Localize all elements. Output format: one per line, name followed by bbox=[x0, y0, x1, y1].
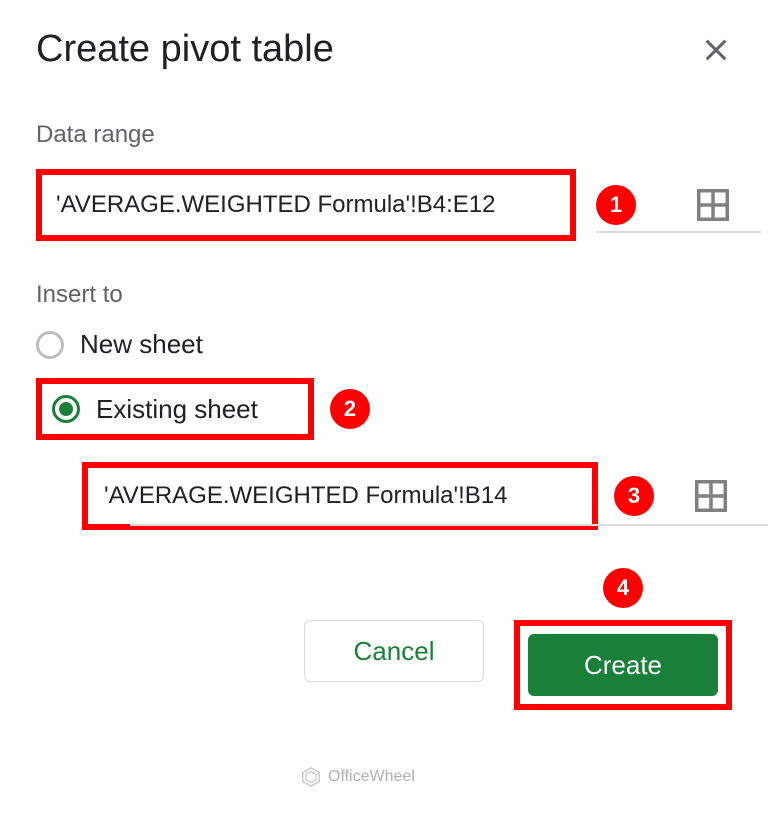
annotation-badge-4: 4 bbox=[603, 568, 643, 608]
radio-label-existing: Existing sheet bbox=[96, 394, 258, 425]
select-range-button-2[interactable] bbox=[692, 477, 730, 515]
create-button[interactable]: Create bbox=[528, 634, 718, 696]
watermark: OfficeWheel bbox=[300, 766, 415, 788]
insert-to-label: Insert to bbox=[36, 281, 732, 309]
data-range-row: 1 bbox=[36, 169, 732, 241]
annotation-box-3 bbox=[82, 462, 598, 530]
input-underline bbox=[596, 231, 761, 233]
watermark-text: OfficeWheel bbox=[328, 768, 415, 786]
annotation-badge-1: 1 bbox=[596, 185, 636, 225]
close-icon bbox=[702, 36, 730, 64]
radio-label-new: New sheet bbox=[80, 329, 203, 360]
radio-new-sheet[interactable]: New sheet bbox=[36, 329, 732, 360]
existing-sheet-row: 3 bbox=[82, 462, 732, 530]
annotation-badge-3: 3 bbox=[614, 476, 654, 516]
dialog-footer: Cancel 4 Create bbox=[36, 620, 732, 710]
grid-icon bbox=[694, 186, 732, 224]
hexagon-icon bbox=[300, 766, 322, 788]
annotation-box-1 bbox=[36, 169, 576, 241]
dialog-header: Create pivot table bbox=[36, 28, 732, 71]
select-range-button[interactable] bbox=[694, 186, 732, 224]
close-button[interactable] bbox=[700, 34, 732, 66]
create-pivot-table-dialog: Create pivot table Data range 1 Insert t… bbox=[0, 0, 768, 738]
cancel-button[interactable]: Cancel bbox=[304, 620, 484, 682]
data-range-input[interactable] bbox=[48, 181, 564, 229]
data-range-label: Data range bbox=[36, 121, 732, 149]
grid-icon bbox=[692, 477, 730, 515]
input-underline bbox=[130, 524, 768, 526]
insert-to-radio-group: New sheet Existing sheet 2 3 bbox=[36, 329, 732, 530]
dialog-title: Create pivot table bbox=[36, 28, 334, 71]
annotation-box-2: Existing sheet bbox=[36, 378, 314, 440]
existing-sheet-input[interactable] bbox=[96, 472, 584, 520]
annotation-box-4: 4 Create bbox=[514, 620, 732, 710]
radio-circle-new[interactable] bbox=[36, 331, 64, 359]
annotation-badge-2: 2 bbox=[330, 389, 370, 429]
radio-circle-existing[interactable] bbox=[52, 395, 80, 423]
